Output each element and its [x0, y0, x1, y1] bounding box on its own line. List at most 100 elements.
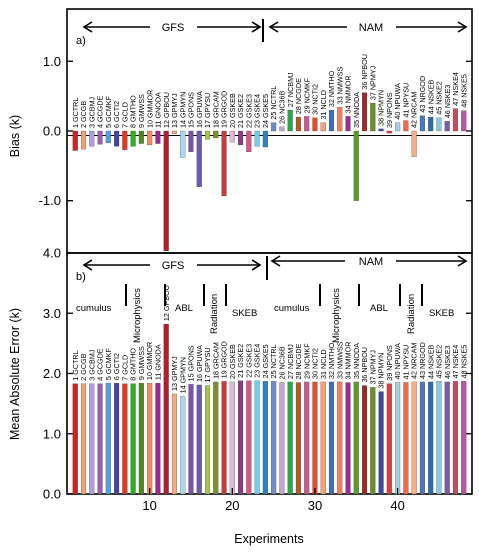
- panel-a-bar: [196, 130, 202, 187]
- panel-a-bar-label: 45 NSKE2: [435, 81, 444, 115]
- panel-a-bar: [271, 122, 277, 132]
- panel-b-bar-label: 33 NMWSS: [335, 341, 344, 379]
- panel-b-bar: [163, 323, 169, 495]
- panel-a-bar-label: 7 GCLD: [120, 102, 129, 128]
- panel-b-bar: [452, 381, 458, 495]
- panel-a-bar: [147, 130, 153, 146]
- panel-a-bar-label: 32 NMTHO: [327, 70, 336, 107]
- panel-b-bar-label: 9 GMWSS: [137, 346, 146, 380]
- category-microphysics-nam: Microphysics: [331, 288, 342, 343]
- panel-a-bar-label: 12 GPBOU: [162, 92, 171, 128]
- panel-a-bar: [246, 130, 252, 153]
- panel-b-bar-label: 39 NPONS: [385, 345, 394, 381]
- panel-a-bar-label: 34 NMMOR: [344, 75, 353, 113]
- panel-b-bar: [254, 380, 260, 495]
- panel-b-bar-label: 26 NC36B: [277, 346, 286, 379]
- panel-a-bar: [262, 130, 268, 148]
- panel-a-bar: [81, 130, 87, 150]
- panel-a-bar: [229, 130, 235, 143]
- panel-b-ytick-label: 4.0: [43, 246, 61, 261]
- panel-a-bar-label: 30 NCTI2: [311, 84, 320, 115]
- panel-b-bar: [105, 383, 111, 495]
- panel-a-bar-label: 8 GMTHO: [129, 95, 138, 128]
- panel-a-bar-label: 5 GCMKF: [104, 95, 113, 128]
- panel-a-bar-label: 37 NPMYJ: [368, 65, 377, 100]
- panel-a-gfs-label: GFS: [162, 22, 185, 34]
- panel-b-bar-label: 45 NSKE2: [435, 345, 444, 379]
- panel-a-bar: [419, 115, 425, 132]
- panel-b-bar-label: 20 GSKEB: [228, 344, 237, 379]
- panel-a-bar-label: 23 GSKE4: [253, 94, 262, 128]
- panel-b-bar: [213, 381, 219, 495]
- panel-b-bar: [312, 381, 318, 495]
- panel-a-bar: [171, 130, 177, 134]
- panel-a-bar-label: 17 GPYSU: [203, 93, 212, 128]
- panel-a-gfs-arrow: GFS: [82, 21, 262, 34]
- panel-b-bar-label: 1 GCTRL: [71, 350, 80, 380]
- panel-b-bar: [295, 382, 301, 495]
- panel-a-bar: [370, 102, 376, 132]
- panel-b: b) GFS NAM cumulus Microphysics: [8, 246, 473, 546]
- panel-a-bar: [444, 121, 450, 132]
- panel-b-bar-label: 22 GSKE3: [244, 344, 253, 378]
- panel-a-bar: [138, 130, 144, 144]
- panel-a-bar-label: 46 NSKE3: [443, 85, 452, 119]
- panel-b-bar-label: 24 GSKE5: [261, 344, 270, 378]
- panel-b-bar: [229, 381, 235, 495]
- panel-a-bar: [221, 130, 227, 196]
- panel-b-bar-label: 44 NSKEB: [426, 344, 435, 379]
- panel-b-bar-label: 12 GPBOU: [162, 285, 171, 321]
- panel-a-bar: [72, 130, 78, 151]
- panel-a-bar: [436, 117, 442, 132]
- panel-b-bar-label: 2 GCGB: [79, 353, 88, 380]
- panel-b-bar: [271, 381, 277, 495]
- panel-a-bar-label: 43 NRGOD: [418, 76, 427, 113]
- panel-a-bar: [337, 107, 343, 132]
- panel-a-bar: [461, 110, 467, 132]
- panel-a-bar: [279, 126, 285, 132]
- category-radiation-gfs: Radiation: [209, 294, 220, 334]
- panel-b-bar-label: 11 GNODA: [154, 344, 163, 380]
- panel-a-bar-label: 27 NCBMJ: [286, 72, 295, 107]
- panel-a-bar-label: 16 GPUWA: [195, 91, 204, 128]
- panel-b-bar: [81, 383, 87, 495]
- panel-b-bar-label: 43 NRGOD: [418, 342, 427, 379]
- panel-a-ytick-label: 1.0: [43, 54, 61, 69]
- panel-b-bar: [89, 383, 95, 495]
- panel-b-bar-label: 46 NSKE3: [443, 345, 452, 379]
- panel-b-bar: [147, 383, 153, 495]
- panel-b-bar-label: 8 GMTHO: [129, 348, 138, 381]
- panel-a-bar-label: 11 GNODA: [154, 92, 163, 128]
- panel-b-xtick-label: 10: [142, 498, 156, 513]
- panel-b-bar: [419, 381, 425, 495]
- panel-a-bar: [312, 117, 318, 132]
- panel-a-bar: [238, 130, 244, 146]
- panel-a-bar-label: 29 NCMKF: [302, 77, 311, 113]
- panel-a-bar: [97, 130, 103, 145]
- panel-b-bar-label: 36 NPBOU: [360, 347, 369, 383]
- panel-a-bar: [105, 130, 111, 143]
- panel-b-bar-label: 23 GSKE4: [253, 344, 262, 378]
- panel-a-bar-label: 3 GCBMJ: [87, 96, 96, 128]
- panel-b-ytick-label: 0.0: [43, 487, 61, 502]
- panel-a-bar-label: 1 GCTRL: [71, 98, 80, 128]
- panel-a-bar: [130, 130, 136, 147]
- panel-a-bar-label: 19 GRGOD: [220, 91, 229, 128]
- panel-a-nam-label: NAM: [359, 22, 383, 34]
- panel-a-bar-label: 2 GCGB: [79, 101, 88, 128]
- panel-b-gfs-label: GFS: [162, 260, 185, 272]
- panel-b-ytick-label: 1.0: [43, 426, 61, 441]
- category-cumulus-gfs: cumulus: [76, 303, 112, 314]
- panel-a-bar: [320, 122, 326, 132]
- panel-b-bar-label: 17 GPYSU: [203, 347, 212, 382]
- panel-b-bar: [320, 381, 326, 495]
- panel-a-bar: [345, 116, 351, 132]
- panel-a-bar: [395, 122, 401, 132]
- panel-b-bar-label: 6 GCTI2: [112, 353, 121, 380]
- category-skeb-gfs: SKEB: [232, 308, 257, 319]
- panel-b-bar: [436, 381, 442, 495]
- panel-a-bar: [114, 130, 120, 147]
- panel-b-bar: [411, 381, 417, 495]
- panel-a-bar-label: 38 NPMYN: [377, 90, 386, 126]
